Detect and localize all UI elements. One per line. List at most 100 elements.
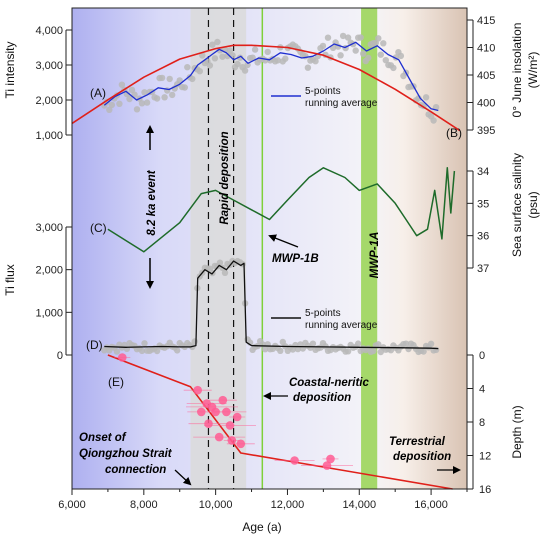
- ti-intensity-raw-point: [226, 47, 234, 54]
- coastal-label-line2: deposition: [293, 392, 351, 404]
- depth-point: [218, 395, 228, 405]
- ti-flux-raw-point: [377, 348, 384, 356]
- ti-intensity-raw-point: [344, 34, 352, 41]
- ti-flux-raw-point: [402, 340, 410, 347]
- ti-flux-raw-point: [141, 340, 148, 347]
- ti-intensity-raw-point: [199, 52, 206, 59]
- x-tick-label: 14,000: [342, 499, 376, 511]
- ti-intensity-raw-point: [352, 47, 359, 54]
- ti-flux-raw-point: [355, 340, 362, 347]
- ti-flux-raw-point: [153, 347, 161, 355]
- ti-intensity-raw-point: [282, 55, 289, 62]
- ti-intensity-tick-label: 4,000: [35, 25, 63, 37]
- depth-tick-label: 16: [479, 484, 491, 496]
- ti-intensity-raw-point: [133, 106, 141, 113]
- depth-point: [118, 353, 127, 362]
- x-tick-label: 12,000: [271, 499, 305, 511]
- salinity-tick-label: 36: [477, 231, 489, 243]
- ti-intensity-raw-point: [158, 74, 166, 82]
- ti-intensity-raw-point: [380, 40, 387, 47]
- ti-flux-raw-point: [420, 348, 427, 355]
- ti-intensity-tick-label: 2,000: [35, 95, 63, 107]
- ti-flux-raw-point: [370, 347, 377, 355]
- mwp1b-arrow: [268, 234, 299, 248]
- ti-intensity-raw-point: [251, 46, 259, 53]
- ti-intensity-raw-point: [184, 63, 191, 71]
- ti-flux-raw-point: [309, 340, 317, 347]
- x-tick-label: 10,000: [199, 499, 233, 511]
- onset-label-line3: connection: [105, 464, 166, 476]
- ti-flux-raw-point: [123, 345, 131, 352]
- ti-intensity-raw-point: [209, 41, 216, 48]
- rapid-deposition-label: Rapid deposition: [219, 131, 231, 224]
- ti-intensity-raw-point: [432, 104, 440, 111]
- ti-flux-raw-point: [138, 347, 146, 355]
- ti-flux-raw-point: [432, 346, 440, 354]
- legend-a-line1: 5-points: [305, 86, 341, 97]
- ti-intensity-raw-point: [153, 95, 161, 102]
- ti-flux-running-average: [104, 260, 439, 350]
- ti-intensity-raw-point: [360, 50, 367, 57]
- ti-intensity-raw-point: [337, 52, 344, 59]
- ti-flux-raw-point: [174, 347, 181, 354]
- ti-flux-raw-point: [277, 347, 284, 354]
- depth-points: [114, 353, 353, 470]
- ti-intensity-raw-point: [339, 32, 347, 40]
- ti-flux-raw-point: [216, 259, 224, 266]
- ti-intensity-raw-point: [390, 64, 397, 72]
- ti-intensity-raw-point: [219, 53, 226, 60]
- ti-intensity-raw-point: [304, 64, 312, 71]
- ti-intensity-raw-point: [430, 117, 437, 124]
- axes: 6,000 8,000 10,000 12,000 14,000 16,000 1,000 2…: [35, 15, 495, 511]
- ti-intensity-tick-label: 3,000: [35, 60, 63, 72]
- ti-intensity-raw-point: [141, 89, 148, 96]
- ti-intensity-raw-point: [138, 100, 146, 107]
- ti-flux-raw-point: [344, 348, 352, 355]
- ti-intensity-raw-point: [274, 57, 281, 64]
- depth-tick-label: 12: [479, 451, 491, 463]
- ti-intensity-raw-point: [264, 48, 271, 56]
- plot-frame: [71, 7, 468, 490]
- insolation-tick-label: 415: [477, 15, 495, 27]
- data-lines: [71, 41, 461, 490]
- insolation-tick-label: 405: [477, 70, 495, 82]
- ti-intensity-raw-point: [365, 54, 372, 62]
- depth-point: [236, 439, 246, 449]
- ti-intensity-raw-point: [196, 68, 203, 75]
- depth-point: [225, 421, 235, 430]
- ti-intensity-raw-point: [422, 94, 430, 101]
- depth-point: [204, 419, 213, 429]
- panel-label-c: (C): [90, 221, 107, 235]
- ti-flux-axis-label: Ti flux: [3, 264, 17, 296]
- ti-flux-tick-label: 2,000: [35, 265, 63, 277]
- insolation-line: [71, 44, 461, 132]
- panel-label-e: (E): [108, 375, 124, 389]
- ti-flux-tick-label: 0: [57, 350, 63, 362]
- ti-intensity-axis-label: Ti intensity: [3, 42, 17, 99]
- insolation-axis-unit: (W/m²): [526, 52, 540, 89]
- salinity-tick-label: 37: [477, 263, 489, 275]
- panel-label-b: (B): [446, 126, 462, 140]
- ti-intensity-raw-point: [229, 52, 236, 59]
- ti-intensity-raw-point: [234, 60, 241, 68]
- ti-intensity-raw-point: [357, 34, 364, 41]
- ti-intensity-raw-point: [312, 58, 319, 65]
- x-tick-label: 6,000: [58, 499, 86, 511]
- depth-point: [290, 456, 299, 465]
- salinity-axis-label: Sea surface salinity: [510, 153, 524, 257]
- salinity-line: [107, 167, 456, 253]
- ti-flux-raw-point: [375, 341, 382, 348]
- ti-intensity-raw-point: [224, 52, 231, 60]
- x-axis-label: Age (a): [242, 520, 281, 534]
- ti-flux-tick-label: 3,000: [35, 222, 63, 234]
- ti-flux-tick-label: 1,000: [35, 307, 63, 319]
- depth-tick-label: 8: [479, 417, 485, 429]
- panel-label-a: (A): [90, 86, 106, 100]
- ti-intensity-raw-point: [214, 38, 221, 46]
- ti-intensity-raw-point: [126, 95, 133, 103]
- ti-intensity-raw-point: [106, 106, 113, 114]
- salinity-tick-label: 34: [477, 166, 489, 178]
- ti-intensity-raw-point: [249, 54, 256, 61]
- onset-label-line2: Qiongzhou Strait: [79, 448, 173, 460]
